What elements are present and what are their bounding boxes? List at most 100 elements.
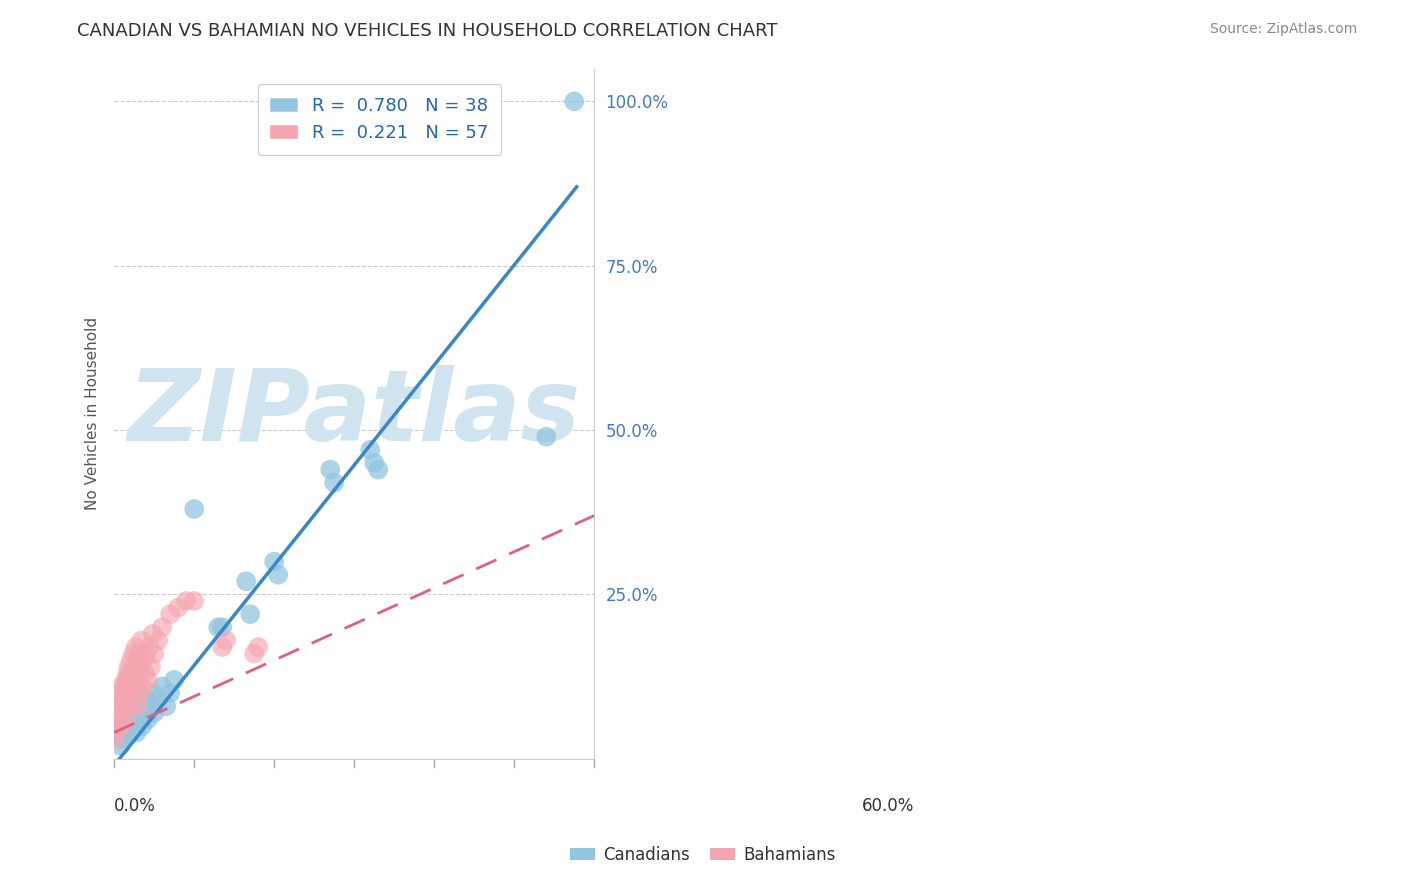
Point: [211, 620, 233, 634]
Point: [111, 699, 134, 714]
Point: [167, 600, 190, 615]
Point: [319, 462, 342, 476]
Point: [118, 699, 141, 714]
Point: [127, 666, 149, 681]
Point: [112, 686, 135, 700]
Point: [139, 659, 162, 673]
Point: [122, 647, 145, 661]
Point: [121, 666, 143, 681]
Point: [136, 712, 159, 726]
Point: [108, 699, 131, 714]
Point: [129, 659, 152, 673]
Point: [150, 620, 173, 634]
Point: [323, 475, 346, 490]
Legend: Canadians, Bahamians: Canadians, Bahamians: [564, 839, 842, 871]
Point: [135, 692, 157, 706]
Text: 0.0%: 0.0%: [114, 797, 156, 814]
Point: [215, 633, 238, 648]
Point: [128, 647, 150, 661]
Point: [122, 712, 145, 726]
Text: CANADIAN VS BAHAMIAN NO VEHICLES IN HOUSEHOLD CORRELATION CHART: CANADIAN VS BAHAMIAN NO VEHICLES IN HOUS…: [77, 22, 778, 40]
Point: [114, 673, 136, 687]
Point: [159, 686, 181, 700]
Point: [143, 706, 166, 720]
Point: [107, 725, 129, 739]
Point: [125, 640, 148, 654]
Point: [148, 633, 170, 648]
Point: [263, 555, 285, 569]
Point: [120, 673, 142, 687]
Point: [207, 620, 229, 634]
Point: [247, 640, 270, 654]
Point: [115, 725, 138, 739]
Point: [239, 607, 262, 622]
Point: [108, 692, 131, 706]
Point: [127, 699, 149, 714]
Point: [131, 633, 153, 648]
Point: [122, 680, 145, 694]
Point: [267, 567, 290, 582]
Point: [183, 594, 205, 608]
Point: [148, 692, 170, 706]
Point: [125, 725, 148, 739]
Point: [159, 607, 181, 622]
Point: [135, 647, 157, 661]
Point: [174, 594, 197, 608]
Point: [114, 680, 136, 694]
Point: [127, 653, 149, 667]
Point: [107, 706, 129, 720]
Point: [115, 686, 138, 700]
Point: [121, 706, 143, 720]
Point: [136, 673, 159, 687]
Point: [117, 659, 139, 673]
Text: Source: ZipAtlas.com: Source: ZipAtlas.com: [1209, 22, 1357, 37]
Point: [112, 719, 135, 733]
Point: [367, 462, 389, 476]
Point: [120, 692, 142, 706]
Point: [105, 712, 128, 726]
Point: [103, 732, 125, 747]
Point: [105, 719, 128, 733]
Point: [536, 430, 558, 444]
Point: [235, 574, 257, 589]
Point: [142, 627, 165, 641]
Point: [110, 680, 132, 694]
Point: [121, 686, 143, 700]
Point: [132, 653, 155, 667]
Point: [150, 680, 173, 694]
Point: [138, 640, 160, 654]
Point: [124, 659, 146, 673]
Point: [134, 706, 156, 720]
Point: [359, 442, 381, 457]
Point: [127, 699, 149, 714]
Text: 60.0%: 60.0%: [862, 797, 914, 814]
Text: ZIPatlas: ZIPatlas: [128, 365, 581, 462]
Point: [131, 680, 153, 694]
Point: [125, 673, 148, 687]
Point: [163, 673, 186, 687]
Point: [104, 725, 127, 739]
Point: [142, 686, 165, 700]
Point: [211, 640, 233, 654]
Point: [155, 699, 177, 714]
Point: [117, 666, 139, 681]
Point: [363, 456, 385, 470]
Point: [117, 712, 139, 726]
Point: [183, 502, 205, 516]
Point: [562, 95, 585, 109]
Point: [143, 647, 166, 661]
Y-axis label: No Vehicles in Household: No Vehicles in Household: [86, 317, 100, 510]
Point: [120, 719, 142, 733]
Legend: R =  0.780   N = 38, R =  0.221   N = 57: R = 0.780 N = 38, R = 0.221 N = 57: [257, 85, 501, 154]
Point: [139, 699, 162, 714]
Point: [128, 712, 150, 726]
Point: [111, 692, 134, 706]
Point: [243, 647, 266, 661]
Point: [115, 673, 138, 687]
Point: [120, 653, 142, 667]
Point: [110, 686, 132, 700]
Point: [134, 666, 156, 681]
Point: [111, 732, 134, 747]
Point: [110, 739, 132, 753]
Point: [128, 686, 150, 700]
